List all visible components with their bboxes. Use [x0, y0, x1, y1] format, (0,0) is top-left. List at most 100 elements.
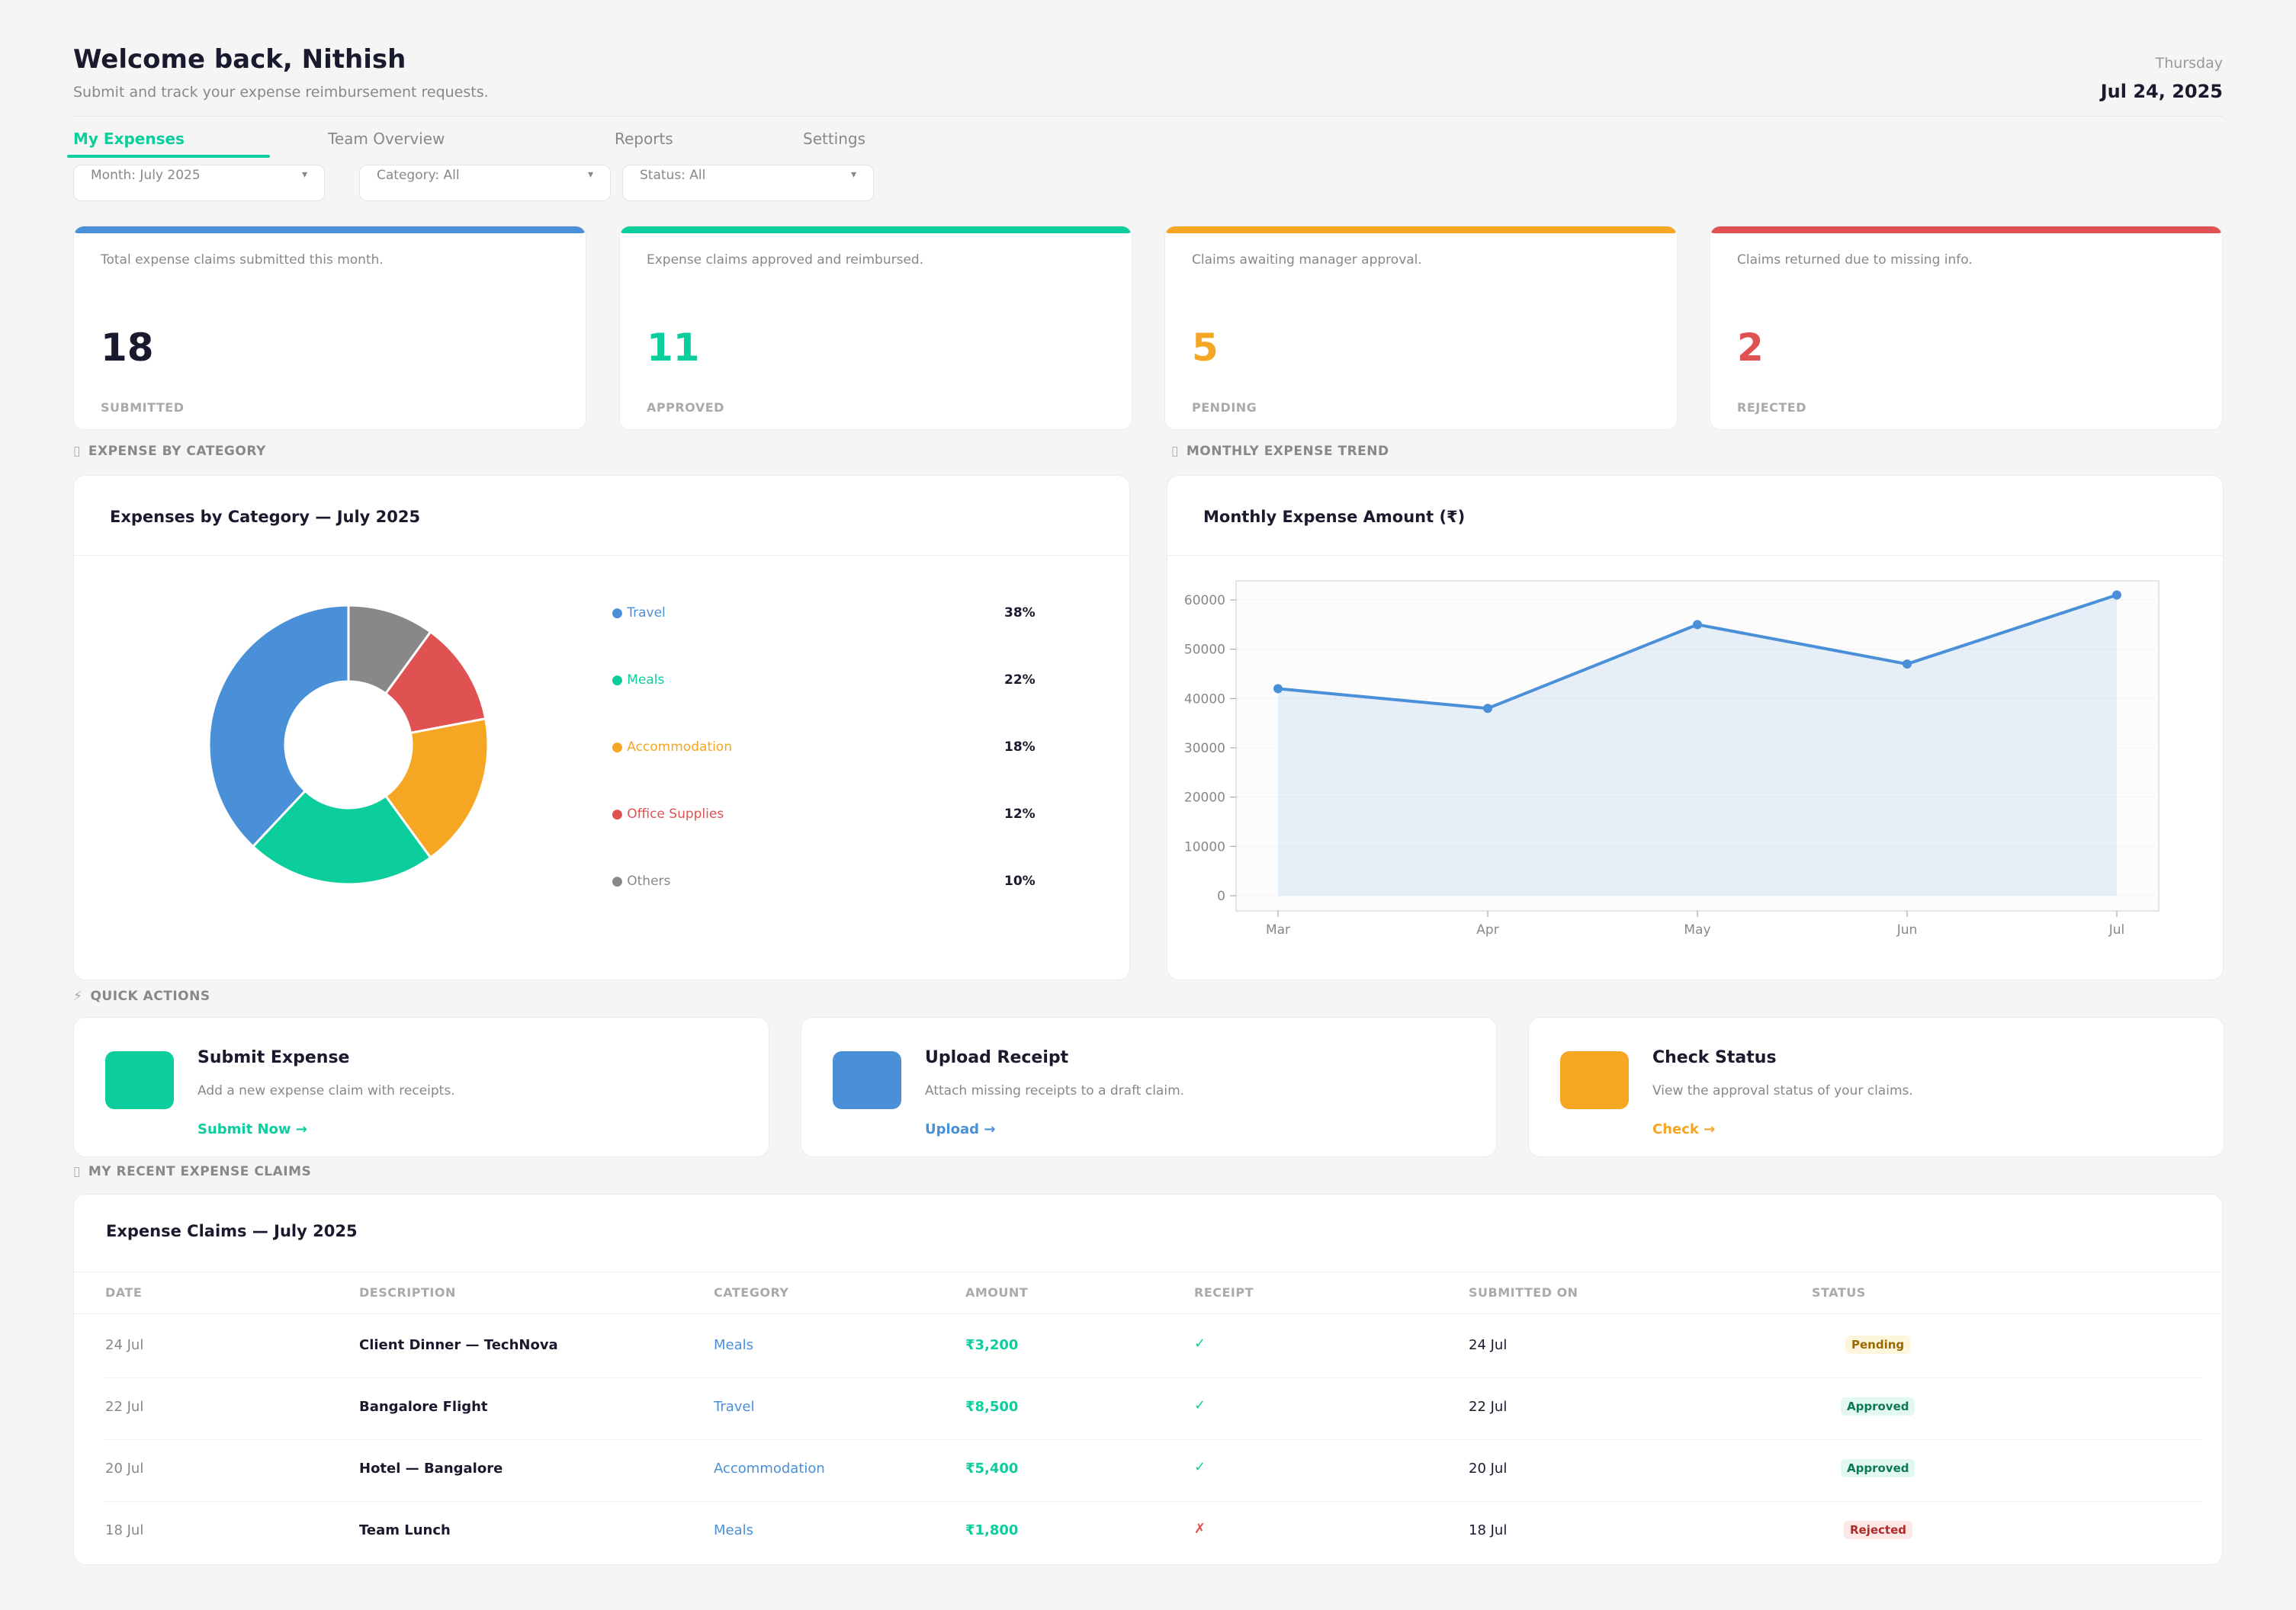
claims-table-panel: Expense Claims — July 2025 [73, 1194, 2223, 1565]
kpi-description: Total expense claims submitted this mont… [101, 252, 384, 268]
quick-action-description: Add a new expense claim with receipts. [197, 1083, 455, 1098]
tab-team-overview[interactable]: Team Overview [328, 130, 445, 148]
section-label-trend: ▯ MONTHLY EXPENSE TREND [1171, 444, 1389, 459]
cell-date: 18 Jul [105, 1522, 144, 1538]
receipt-check-icon: ✓ [1194, 1459, 1206, 1475]
col-header-date: DATE [105, 1285, 143, 1300]
trend-icon: ▯ [1171, 444, 1179, 459]
panel-divider [74, 555, 1129, 556]
chevron-down-icon: ▾ [587, 168, 593, 181]
lightning-icon: ⚡ [73, 989, 83, 1004]
x-tick-label: Apr [1476, 922, 1498, 938]
cell-description: Bangalore Flight [359, 1399, 488, 1415]
table-header-divider [74, 1313, 2222, 1314]
legend-label: Accommodation [627, 739, 732, 755]
data-point [2112, 590, 2121, 600]
row-divider [105, 1377, 2202, 1378]
cell-submitted-on: 22 Jul [1469, 1399, 1508, 1415]
quick-action-check-status[interactable]: Check Status View the approval status of… [1528, 1017, 2224, 1157]
kpi-value: 18 [101, 326, 154, 370]
status-badge: Approved [1841, 1397, 1915, 1416]
col-header-receipt: RECEIPT [1194, 1285, 1254, 1300]
legend-bullet-icon: ● [612, 605, 623, 621]
kpi-description: Claims returned due to missing info. [1737, 252, 1973, 268]
legend-item-others: ● Others [612, 874, 670, 889]
trend-panel: Monthly Expense Amount (₹) 0 10000 20000 30… [1167, 475, 2224, 980]
col-header-status: STATUS [1812, 1285, 1866, 1300]
tab-reports[interactable]: Reports [615, 130, 673, 148]
cell-date: 20 Jul [105, 1461, 144, 1477]
legend-item-travel: ● Travel [612, 605, 666, 621]
cell-amount: ₹8,500 [965, 1399, 1019, 1415]
trend-panel-title: Monthly Expense Amount (₹) [1203, 508, 1466, 526]
category-filter[interactable]: Category: All ▾ [359, 165, 611, 201]
check-link[interactable]: Check → [1652, 1121, 1716, 1137]
kpi-description: Expense claims approved and reimbursed. [647, 252, 924, 268]
legend-bullet-icon: ● [612, 807, 623, 822]
quick-action-title: Submit Expense [197, 1048, 350, 1067]
status-badge: Pending [1845, 1336, 1911, 1354]
kpi-accent-bar [620, 226, 1132, 233]
col-header-amount: AMOUNT [965, 1285, 1029, 1300]
donut-slice-travel [207, 604, 350, 848]
legend-item-meals: ● Meals [612, 672, 664, 688]
col-header-description: DESCRIPTION [359, 1285, 456, 1300]
quick-action-description: Attach missing receipts to a draft claim… [925, 1083, 1185, 1098]
current-date: Jul 24, 2025 [2100, 81, 2223, 102]
status-filter-label: Status: All [640, 168, 706, 183]
y-tick-label: 50000 [1184, 643, 1225, 658]
kpi-label: PENDING [1192, 400, 1257, 415]
y-tick-label: 60000 [1184, 593, 1225, 608]
cell-date: 24 Jul [105, 1337, 144, 1353]
check-status-icon [1560, 1051, 1629, 1109]
quick-action-upload-receipt[interactable]: Upload Receipt Attach missing receipts t… [801, 1017, 1497, 1157]
legend-percent: 10% [1004, 874, 1036, 889]
cell-category: Accommodation [714, 1461, 825, 1477]
data-point [1273, 684, 1283, 694]
kpi-accent-bar [1710, 226, 2222, 233]
y-tick-label: 40000 [1184, 691, 1225, 707]
row-divider [105, 1501, 2202, 1502]
cell-category: Meals [714, 1337, 754, 1353]
cell-amount: ₹3,200 [965, 1337, 1019, 1353]
x-tick-label: Jul [2108, 922, 2125, 938]
legend-label: Meals [627, 672, 665, 688]
claims-table-title: Expense Claims — July 2025 [106, 1222, 358, 1240]
legend-percent: 12% [1004, 807, 1036, 822]
quick-action-submit-expense[interactable]: Submit Expense Add a new expense claim w… [73, 1017, 769, 1157]
quick-action-title: Upload Receipt [925, 1048, 1069, 1067]
donut-slice-meals [251, 789, 432, 886]
panel-divider [1167, 555, 2223, 556]
cell-submitted-on: 20 Jul [1469, 1461, 1508, 1477]
kpi-description: Claims awaiting manager approval. [1192, 252, 1422, 268]
receipt-check-icon: ✓ [1194, 1336, 1206, 1352]
cell-amount: ₹5,400 [965, 1461, 1019, 1477]
category-panel: Expenses by Category — July 2025 ● Trave… [73, 475, 1130, 980]
status-badge: Rejected [1844, 1521, 1913, 1539]
y-tick-label: 10000 [1184, 839, 1225, 855]
tab-my-expenses[interactable]: My Expenses [73, 130, 185, 148]
status-filter[interactable]: Status: All ▾ [622, 165, 874, 201]
submit-now-link[interactable]: Submit Now → [197, 1121, 307, 1137]
kpi-label: SUBMITTED [101, 400, 185, 415]
kpi-card-rejected: Claims returned due to missing info. 2 R… [1710, 226, 2223, 430]
month-filter[interactable]: Month: July 2025 ▾ [73, 165, 325, 201]
data-point [1693, 620, 1702, 630]
category-panel-title: Expenses by Category — July 2025 [110, 508, 421, 526]
category-filter-label: Category: All [377, 168, 460, 183]
current-day: Thursday [2155, 55, 2223, 72]
legend-item-office-supplies: ● Office Supplies [612, 807, 724, 822]
tab-settings[interactable]: Settings [803, 130, 866, 148]
upload-link[interactable]: Upload → [925, 1121, 996, 1137]
section-label-quick-actions: ⚡ QUICK ACTIONS [73, 989, 210, 1004]
kpi-value: 11 [647, 326, 700, 370]
area-chart: 0 10000 20000 30000 40000 50000 60000 Mar Apr May… [1184, 580, 2160, 938]
x-tick-label: May [1684, 922, 1710, 938]
list-icon: ▯ [73, 1164, 81, 1179]
chevron-down-icon: ▾ [850, 168, 856, 181]
chevron-down-icon: ▾ [301, 168, 307, 181]
legend-percent: 38% [1004, 605, 1036, 621]
legend-bullet-icon: ● [612, 739, 623, 755]
section-label-claims: ▯ MY RECENT EXPENSE CLAIMS [73, 1164, 311, 1179]
cell-date: 22 Jul [105, 1399, 144, 1415]
